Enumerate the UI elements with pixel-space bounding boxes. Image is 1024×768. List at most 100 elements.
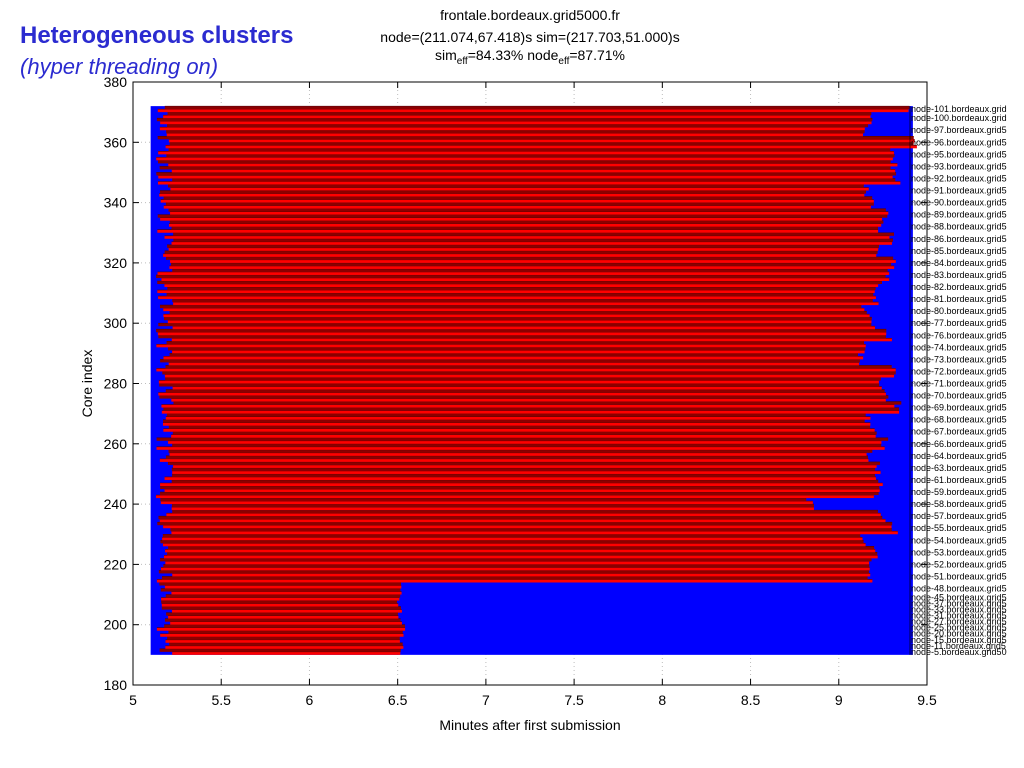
node-label: node-77.bordeaux.grid5 (911, 318, 1007, 328)
core-bar (173, 238, 893, 242)
core-bar (159, 648, 401, 652)
core-bar (156, 118, 873, 122)
core-bar (164, 235, 890, 239)
node-label: node-91.bordeaux.grid5 (911, 186, 1007, 196)
core-bar (163, 314, 870, 318)
y-tick-label: 380 (104, 74, 128, 90)
y-tick-label: 300 (104, 315, 128, 331)
x-tick-label: 7 (482, 692, 490, 708)
core-bar (156, 437, 889, 441)
core-bar (160, 359, 860, 363)
core-bar (158, 335, 886, 339)
node-label: node-86.bordeaux.grid5 (911, 234, 1007, 244)
core-bar (172, 299, 873, 303)
core-bar (157, 109, 909, 113)
core-bar (168, 440, 882, 444)
core-bar (171, 241, 892, 245)
node-label: node-76.bordeaux.grid5 (911, 330, 1007, 340)
core-bar (163, 564, 870, 568)
node-label: node-92.bordeaux.grid5 (911, 173, 1007, 183)
core-bar (158, 323, 872, 327)
core-bar (171, 591, 402, 595)
core-bar (169, 642, 403, 646)
core-bar (165, 645, 404, 649)
core-bar (162, 422, 871, 426)
core-bar (157, 522, 893, 526)
node-label: node-95.bordeaux.grid5 (911, 149, 1007, 159)
core-bar (171, 338, 892, 342)
node-label: node-88.bordeaux.grid5 (911, 222, 1007, 232)
node-label: node-45.bordeaux.grid5 (911, 593, 1007, 603)
core-bar (172, 268, 888, 272)
core-bar (162, 534, 861, 538)
core-bar (166, 341, 865, 345)
core-bar (169, 452, 867, 456)
core-bar (172, 573, 871, 577)
node-label: node-71.bordeaux.grid5 (911, 379, 1007, 389)
core-bar (165, 561, 870, 565)
core-bar (171, 226, 878, 230)
x-axis-label: Minutes after first submission (439, 717, 620, 733)
core-bar (157, 290, 875, 294)
y-tick-label: 220 (104, 556, 128, 572)
core-bar (161, 410, 900, 414)
core-bar (157, 214, 888, 218)
chart-title-line-1: frontale.bordeaux.grid5000.fr (440, 7, 620, 23)
core-bar (166, 154, 895, 158)
subtitle-paren-close: ) (210, 54, 219, 79)
core-bar (160, 190, 867, 194)
core-bar (171, 609, 402, 613)
core-bar (158, 570, 869, 574)
core-bar (165, 549, 876, 553)
core-bar (170, 187, 869, 191)
core-bar (164, 618, 401, 622)
node-label: node-51.bordeaux.grid5 (911, 571, 1007, 581)
core-bar (164, 585, 402, 589)
core-bar (163, 428, 875, 432)
core-bar (160, 486, 880, 490)
node-label: node-15.bordeaux.grid5 (911, 635, 1007, 645)
core-bar (171, 467, 876, 471)
core-bar (164, 284, 879, 288)
core-bar (160, 199, 874, 203)
x-tick-label: 8.5 (741, 692, 761, 708)
core-bar (172, 386, 882, 390)
core-bar (168, 630, 403, 634)
core-bar (172, 178, 896, 182)
core-bar (158, 175, 893, 179)
node-label: node-64.bordeaux.grid5 (911, 451, 1007, 461)
core-bar (168, 425, 871, 429)
core-bar (160, 567, 870, 571)
core-bar (160, 633, 404, 637)
y-tick-label: 240 (104, 496, 128, 512)
core-bar (168, 546, 875, 550)
x-tick-label: 8 (658, 692, 666, 708)
core-bar (166, 256, 894, 260)
core-bar (161, 603, 399, 607)
core-bar (173, 232, 894, 236)
core-bar (168, 208, 886, 212)
core-bar (159, 305, 862, 309)
core-bar (163, 407, 899, 411)
core-bar (162, 576, 868, 580)
core-bar (167, 287, 876, 291)
y-tick-label: 180 (104, 677, 128, 693)
core-bar (159, 383, 880, 387)
core-bar (167, 244, 880, 248)
core-bar (169, 353, 858, 357)
core-bar (168, 163, 898, 167)
node-label: node-63.bordeaux.grid5 (911, 463, 1007, 473)
y-tick-label: 280 (104, 376, 128, 392)
y-tick-label: 340 (104, 195, 128, 211)
core-bar (159, 127, 865, 131)
core-bar (157, 160, 891, 164)
core-bar (164, 250, 878, 254)
core-bar (173, 302, 879, 306)
node-label: node-69.bordeaux.grid5 (911, 403, 1007, 413)
core-bar (168, 148, 891, 152)
core-bar (160, 482, 883, 487)
core-bar (160, 540, 864, 544)
core-bar (160, 498, 807, 502)
y-tick-label: 320 (104, 255, 128, 271)
core-bar (156, 172, 897, 176)
